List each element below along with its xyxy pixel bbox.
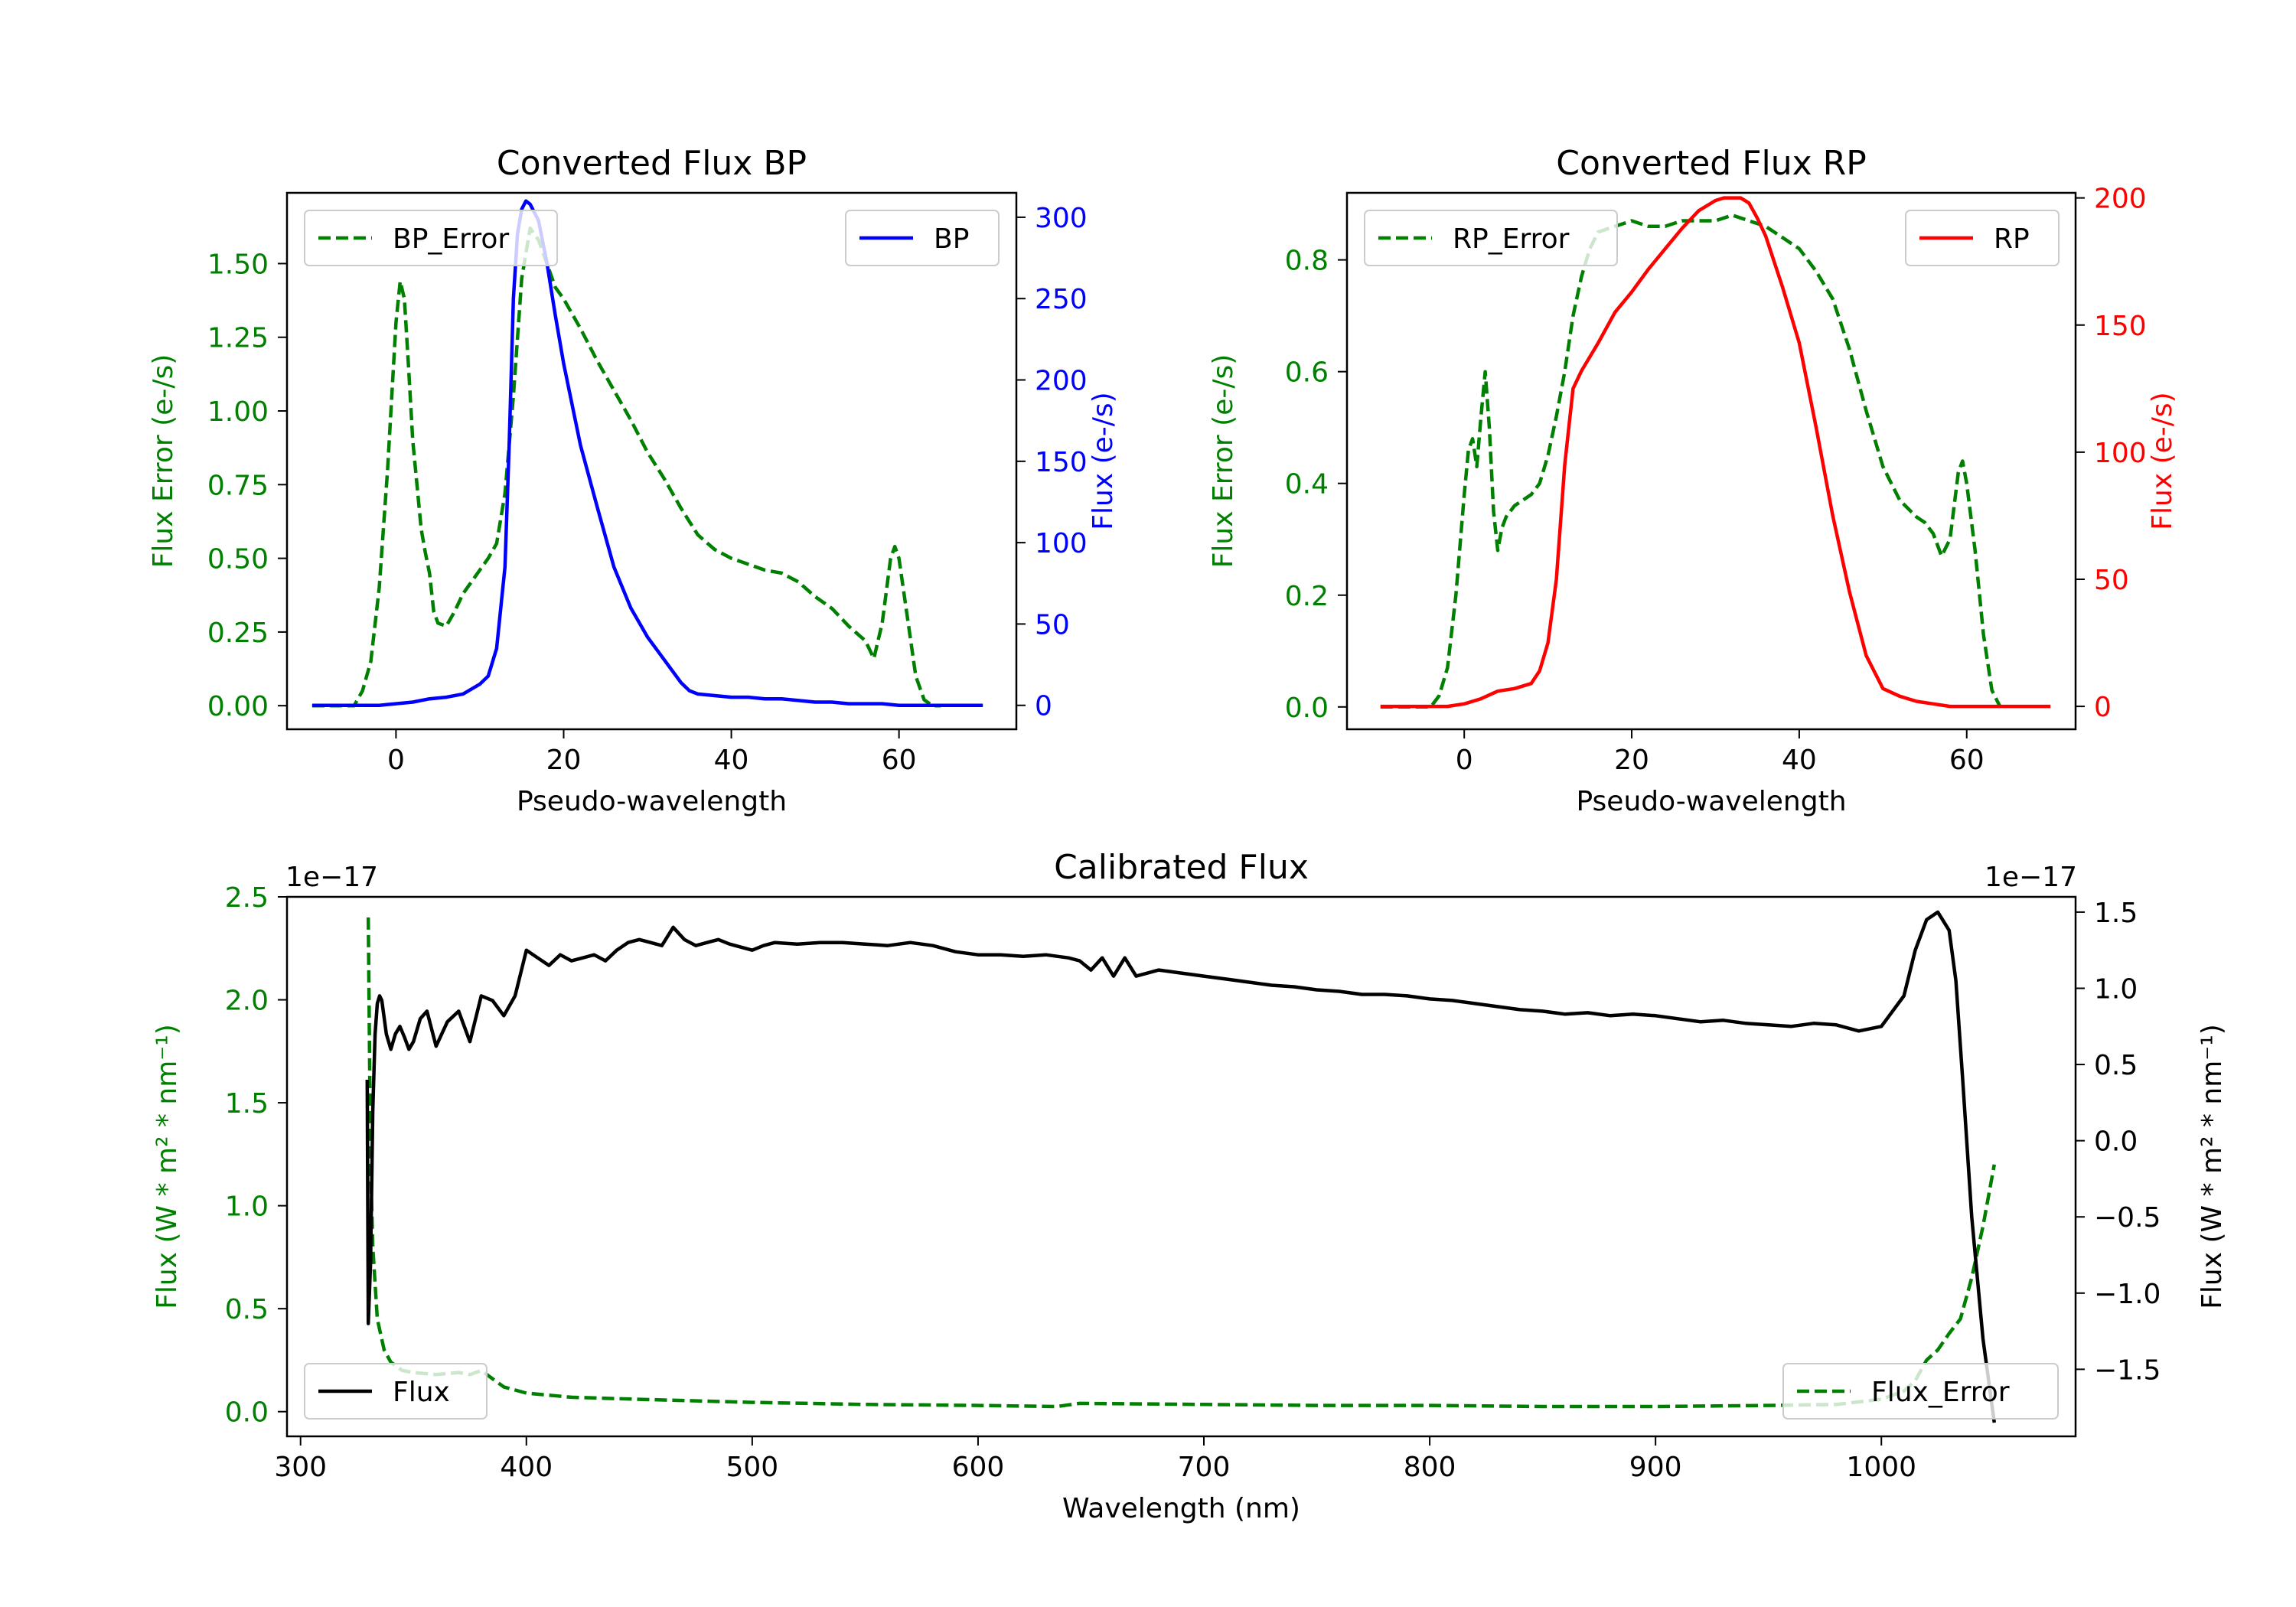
legend-label: RP_Error [1453,223,1570,255]
legend-rp: RP [1905,210,2060,266]
legend-box [304,210,558,266]
x-tick-label: 60 [882,745,917,776]
x-tick-label: 40 [1782,745,1817,776]
right-y-tick-label: 50 [1035,609,1070,641]
x-tick-label: 0 [387,745,405,776]
plot-frame [1345,191,2077,731]
right-y-tick-label: −1.5 [2094,1354,2161,1386]
legend-label: Flux_Error [1871,1377,2010,1408]
chart-bp: 0 20 40 60 0.00 0.25 0.50 0.75 1.00 1.25 1.50 0 50 10… [148,144,1119,817]
right-y-tick-label: 200 [2094,184,2147,215]
x-axis-label: Pseudo-wavelength [1576,786,1846,817]
chart-rp: 0 20 40 60 0.0 0.2 0.4 0.6 0.8 0 50 100 150 200 Conver… [1208,144,2178,817]
left-y-tick-label: 0.6 [1285,357,1329,389]
chart-title: Converted Flux RP [1556,144,1867,183]
legend-rp-error: RP_Error [1364,210,1618,266]
legend-box [1364,210,1618,266]
x-tick-label: 400 [500,1452,553,1483]
left-y-tick-label: 1.0 [225,1191,269,1223]
right-y-tick-label: 200 [1035,366,1088,397]
legend-box [1782,1363,2059,1420]
series-line-bp-error [311,226,941,708]
x-tick-label: 700 [1178,1452,1231,1483]
series-line-bp [311,199,983,707]
left-y-tick-label: 0.4 [1285,469,1329,500]
left-y-tick-label: 0.00 [207,691,269,722]
x-tick-label: 600 [952,1452,1005,1483]
right-y-tick-label: −1.0 [2094,1279,2161,1310]
x-tick-label: 300 [274,1452,327,1483]
x-tick-label: 500 [726,1452,778,1483]
right-y-axis-label: Flux (W * m² * nm⁻¹) [2197,1024,2228,1309]
left-y-tick-label: 1.00 [207,396,269,428]
left-y-tick-label: 0.0 [1285,693,1329,724]
legend-box [845,210,1000,266]
left-y-tick-label: 1.25 [207,323,269,354]
left-y-axis-label: Flux Error (e-/s) [148,354,179,569]
series-line-rp-error [1380,213,2002,709]
legend-label: BP [934,223,969,255]
legend-label: Flux [393,1377,450,1408]
left-y-tick-label: 2.0 [225,986,269,1017]
x-tick-label: 900 [1629,1452,1682,1483]
left-y-tick-label: 2.5 [225,882,269,914]
right-y-tick-label: 150 [2094,311,2147,342]
x-tick-label: 800 [1404,1452,1456,1483]
series-group [311,199,983,708]
x-tick-label: 20 [1614,745,1649,776]
right-y-tick-label: 150 [1035,447,1088,478]
series-line-flux [365,910,1997,1423]
legend-flux: Flux [304,1363,488,1420]
x-axis-label: Wavelength (nm) [1062,1493,1300,1524]
right-y-tick-label: 50 [2094,565,2129,596]
x-tick-label: 1000 [1846,1452,1916,1483]
x-tick-label: 60 [1949,745,1985,776]
legend-label: RP [1994,223,2030,255]
legend-box [304,1363,488,1420]
left-y-axis-label: Flux Error (e-/s) [1208,354,1239,569]
left-y-tick-label: 0.0 [225,1397,269,1429]
right-y-tick-label: 100 [2094,438,2147,469]
left-y-tick-label: 0.50 [207,544,269,575]
legend-label: BP_Error [393,223,509,255]
left-y-tick-label: 0.2 [1285,581,1329,612]
left-y-tick-label: 0.25 [207,618,269,649]
right-y-tick-label: 0 [2094,692,2112,723]
right-y-tick-label: 0 [1035,691,1052,722]
right-y-tick-label: 250 [1035,284,1088,315]
right-y-axis-label: Flux (e-/s) [1088,392,1119,530]
chart-cal: 300 400 500 600 700 800 900 1000 0.0 0.5 1.0 1.5 2.0… [152,848,2228,1524]
right-axis-offset-text: 1e−17 [1985,862,2077,893]
right-y-tick-label: 1.0 [2094,973,2138,1005]
right-y-axis-label: Flux (e-/s) [2147,392,2178,530]
right-y-tick-label: 0.0 [2094,1126,2138,1158]
right-y-tick-label: 1.5 [2094,898,2138,929]
legend-box [1905,210,2060,266]
chart-title: Calibrated Flux [1054,848,1309,887]
x-axis-label: Pseudo-wavelength [517,786,787,817]
legend-bp-error: BP_Error [304,210,558,266]
series-group [1380,196,2051,709]
x-tick-label: 0 [1456,745,1473,776]
right-y-tick-label: −0.5 [2094,1202,2161,1234]
plot-frame [285,895,2077,1438]
left-y-tick-label: 0.5 [225,1294,269,1325]
left-y-tick-label: 1.50 [207,249,269,280]
left-y-tick-label: 0.8 [1285,246,1329,277]
left-y-tick-label: 0.75 [207,470,269,501]
chart-title: Converted Flux BP [497,144,807,183]
series-line-rp [1380,196,2051,709]
x-tick-label: 20 [546,745,582,776]
right-y-tick-label: 300 [1035,203,1088,234]
legend-flux-error: Flux_Error [1782,1363,2059,1420]
left-axis-offset-text: 1e−17 [285,862,378,893]
x-tick-label: 40 [714,745,749,776]
right-y-tick-label: 0.5 [2094,1050,2138,1081]
right-y-tick-label: 100 [1035,528,1088,559]
left-y-tick-label: 1.5 [225,1088,269,1120]
legend-bp: BP [845,210,1000,266]
left-y-axis-label: Flux (W * m² * nm⁻¹) [152,1024,183,1309]
